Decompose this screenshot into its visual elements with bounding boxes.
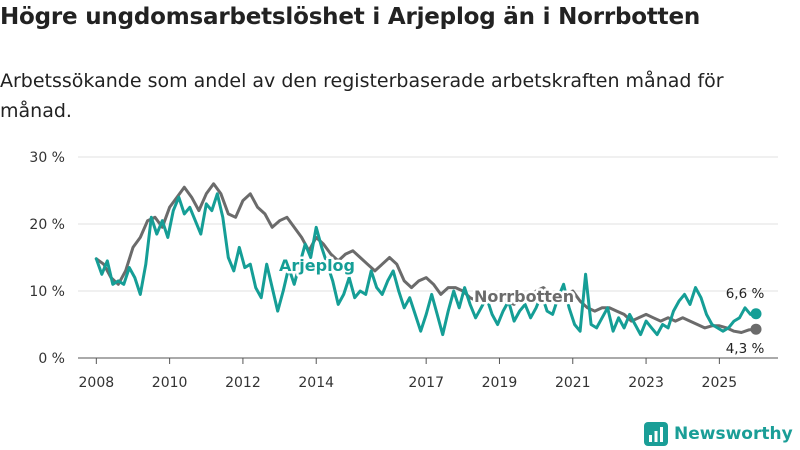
end-point-norrbotten <box>750 323 762 335</box>
newsworthy-logo: Newsworthy <box>644 420 793 448</box>
end-label-norrbotten: 4,3 % <box>726 341 765 357</box>
x-tick-label: 2025 <box>702 375 738 391</box>
series-label-norrbotten-text: Norrbotten <box>474 287 574 306</box>
x-tick-label: 2023 <box>628 375 664 391</box>
chart-title: Högre ungdomsarbetslöshet i Arjeplog än … <box>0 4 701 30</box>
y-tick-label: 30 % <box>29 150 65 166</box>
x-tick-label: 2014 <box>298 375 334 391</box>
y-tick-label: 0 % <box>38 351 65 367</box>
newsworthy-logo-icon <box>644 422 668 446</box>
x-tick-label: 2010 <box>152 375 188 391</box>
y-axis-labels: 0 % 10 % 20 % 30 % <box>29 150 65 367</box>
end-point-arjeplog <box>750 308 762 320</box>
series-label-arjeplog-halo: Arjeplog <box>279 256 355 275</box>
grid-lines <box>78 156 778 292</box>
x-tick-label: 2019 <box>482 375 518 391</box>
y-tick-label: 20 % <box>29 217 65 233</box>
x-tick-label: 2008 <box>79 375 115 391</box>
x-axis: 2008 2010 2012 2014 2017 2019 2021 2023 2025 <box>78 357 778 391</box>
x-tick-label: 2021 <box>555 375 591 391</box>
end-label-arjeplog: 6,6 % <box>726 286 765 302</box>
y-tick-label: 10 % <box>29 284 65 300</box>
x-tick-label: 2012 <box>225 375 261 391</box>
series-label-norrbotten-halo: Norrbotten <box>474 287 574 306</box>
series-line-arjeplog <box>94 192 758 337</box>
chart-subtitle: Arbetssökande som andel av den registerb… <box>0 70 724 122</box>
x-tick-label: 2017 <box>408 375 444 391</box>
series-line-norrbotten <box>94 182 758 334</box>
brand-name: Newsworthy <box>674 424 793 444</box>
series-lines <box>94 182 762 337</box>
series-label-arjeplog-text: Arjeplog <box>279 256 355 275</box>
